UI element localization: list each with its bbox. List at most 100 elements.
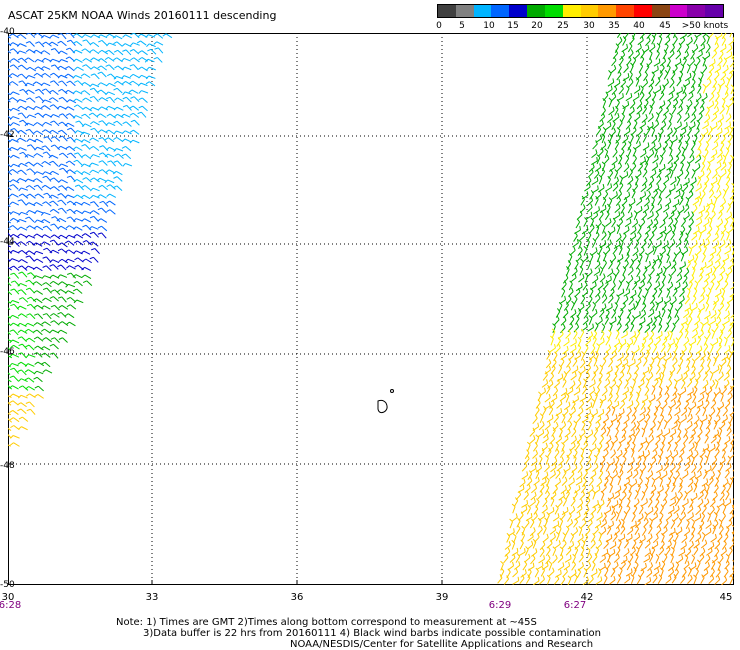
wind-barb (615, 233, 622, 243)
wind-barb (563, 301, 569, 311)
wind-barb (698, 205, 706, 214)
wind-barb (731, 350, 734, 354)
wind-barb (597, 378, 602, 388)
wind-barb (17, 289, 27, 296)
wind-barb (106, 209, 116, 215)
wind-barb (25, 41, 35, 47)
wind-barb (637, 450, 645, 459)
wind-barb (687, 91, 694, 101)
wind-barb (138, 66, 148, 72)
wind-barb (616, 441, 622, 451)
wind-barb (32, 281, 43, 287)
wind-barb (627, 141, 632, 151)
wind-barb (606, 85, 613, 94)
wind-barb (65, 321, 76, 327)
wind-barb (72, 75, 83, 79)
wind-barb (537, 517, 542, 528)
wind-barb (89, 231, 99, 238)
wind-barb (714, 477, 719, 487)
wind-barb (620, 560, 626, 570)
wind-barb (32, 242, 43, 247)
wind-barb (121, 43, 132, 48)
wind-barb (648, 176, 655, 186)
wind-barb (633, 532, 641, 542)
wind-barb (16, 218, 27, 223)
wind-barb (50, 64, 60, 71)
wind-barb (713, 519, 719, 530)
wind-barb (608, 163, 616, 172)
wind-barb (621, 491, 627, 501)
wind-barb (626, 56, 632, 66)
wind-barb (624, 252, 630, 262)
wind-barb (619, 399, 626, 410)
wind-barb (138, 105, 148, 112)
wind-barb (668, 86, 675, 96)
wind-barb (693, 539, 700, 549)
wind-barb (643, 71, 648, 82)
wind-barb (696, 175, 702, 186)
wind-barb (632, 247, 639, 257)
wind-barb (702, 406, 707, 417)
wind-barb (50, 120, 60, 127)
wind-barb (659, 477, 663, 487)
wind-barb (595, 288, 601, 298)
wind-barb (662, 49, 668, 60)
wind-barb (717, 83, 722, 94)
wind-barb (582, 253, 589, 263)
wind-barb (9, 233, 20, 239)
wind-barb (9, 211, 20, 215)
wind-barb (615, 329, 620, 340)
wind-barb (17, 73, 28, 80)
wind-barb (695, 533, 702, 543)
wind-barb (694, 513, 702, 522)
wind-barb (712, 78, 718, 89)
wind-barb (80, 139, 91, 144)
wind-barb (26, 313, 36, 320)
wind-barb (571, 427, 577, 438)
wind-barb (565, 266, 570, 276)
wind-barb (659, 154, 664, 165)
wind-barb (695, 183, 702, 192)
wind-barb (113, 185, 123, 191)
wind-barb (605, 406, 611, 416)
wind-barb (620, 525, 626, 535)
wind-barb (691, 294, 697, 305)
wind-barb (732, 469, 734, 472)
wind-barb (602, 259, 607, 270)
wind-barb (719, 105, 725, 115)
wind-barb (34, 112, 44, 118)
wind-barb (616, 190, 623, 200)
wind-barb (697, 393, 705, 403)
wind-barb (19, 88, 29, 95)
wind-barb (663, 519, 669, 529)
wind-barb (672, 350, 677, 361)
wind-barb (691, 239, 698, 249)
wind-barb (72, 58, 83, 63)
wind-barb (550, 463, 557, 473)
wind-barb (81, 82, 91, 87)
wind-barb (559, 517, 564, 528)
wind-barb (731, 336, 734, 347)
wind-barb (589, 189, 594, 200)
wind-barb (643, 483, 649, 494)
wind-barb (65, 234, 76, 239)
wind-barb (728, 350, 733, 361)
wind-barb (550, 496, 555, 507)
wind-barb (49, 89, 59, 95)
wind-barb (647, 113, 654, 123)
wind-barb (618, 85, 624, 95)
wind-barb (598, 469, 604, 479)
wind-barb (661, 300, 667, 311)
wind-barb (17, 329, 28, 334)
wind-barb (89, 215, 99, 222)
wind-barb (709, 247, 717, 256)
wind-barb (64, 122, 75, 127)
wind-barb (594, 391, 598, 402)
wind-barb (638, 253, 643, 263)
wind-barb (579, 358, 586, 369)
wind-barb (730, 84, 734, 95)
wind-barb (674, 308, 679, 318)
wind-barb (623, 127, 631, 136)
wind-barb (17, 169, 27, 176)
wind-barb (569, 315, 575, 326)
